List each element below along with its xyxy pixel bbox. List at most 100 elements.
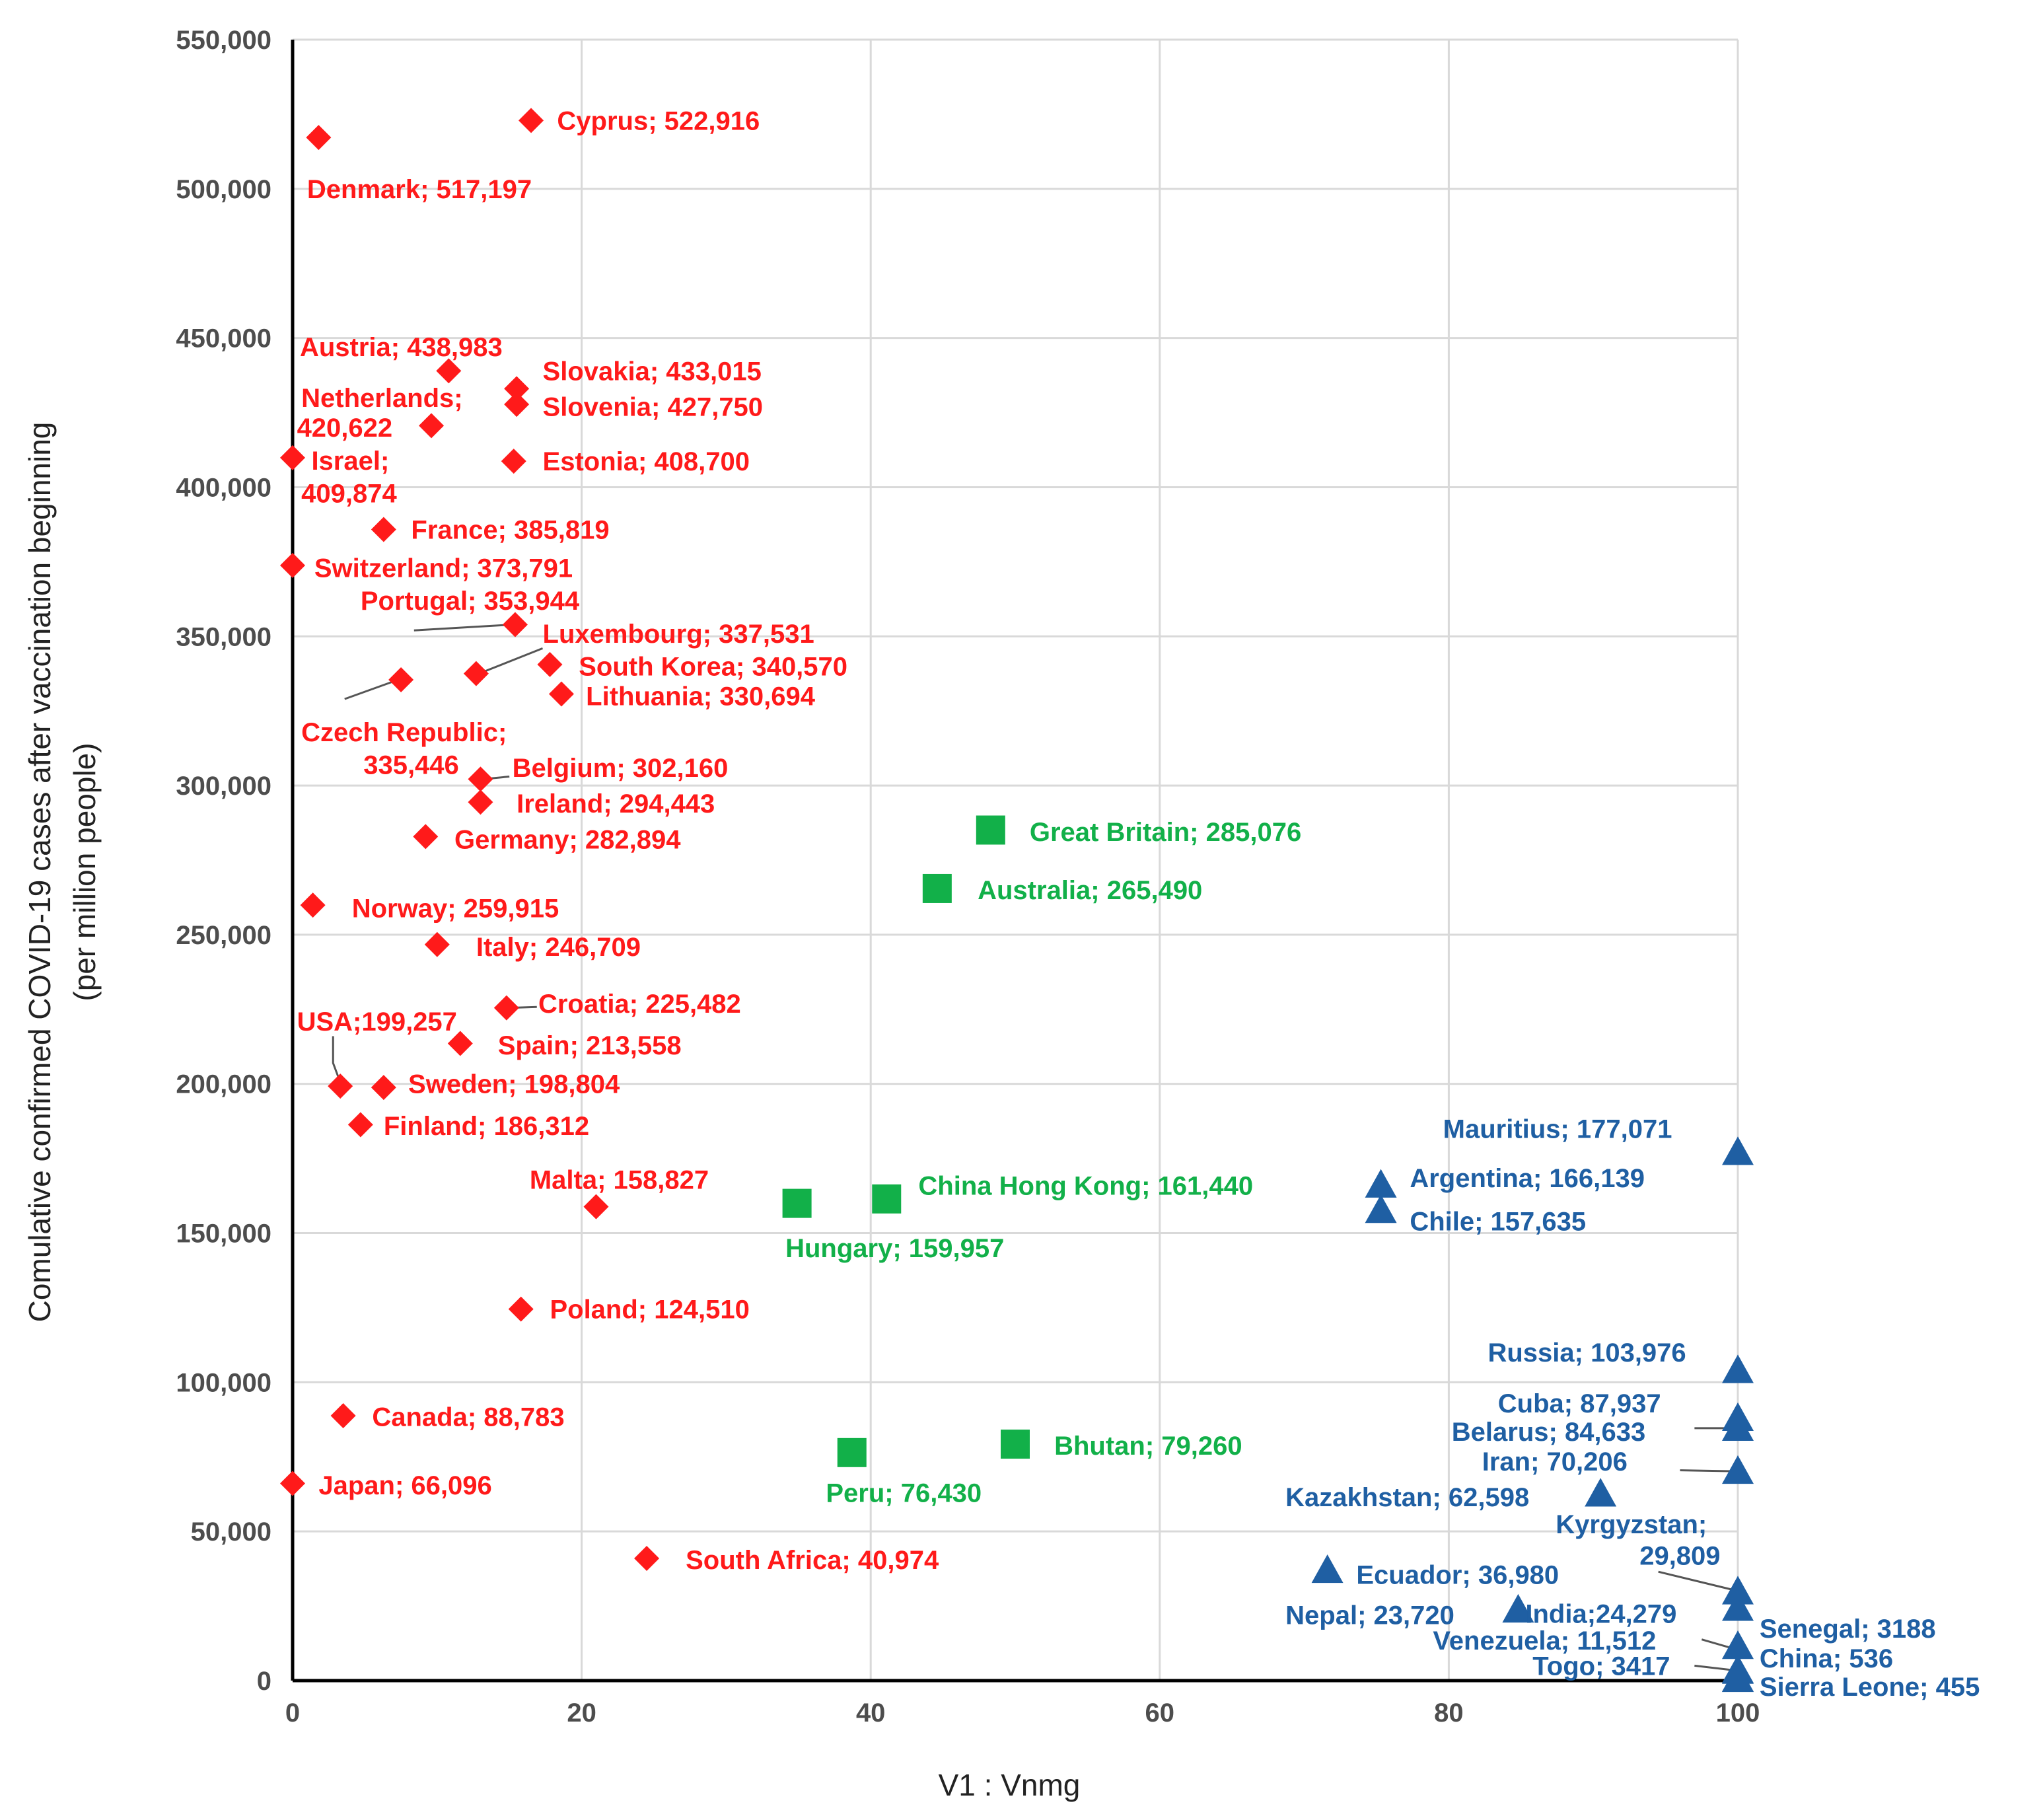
data-label: Senegal; 3188 <box>1760 1615 1936 1644</box>
y-tick-label: 100,000 <box>176 1368 271 1397</box>
y-tick-label: 500,000 <box>176 175 271 204</box>
data-point-diamond <box>388 667 414 693</box>
data-label: Chile; 157,635 <box>1410 1207 1586 1236</box>
y-tick-label: 300,000 <box>176 772 271 801</box>
data-label: 335,446 <box>363 750 459 780</box>
data-point-triangle <box>1365 1194 1397 1223</box>
data-label: Mauritius; 177,071 <box>1443 1114 1672 1144</box>
data-point-diamond <box>347 1112 373 1138</box>
data-point-diamond <box>502 612 528 637</box>
data-label: Croatia; 225,482 <box>538 990 741 1019</box>
y-tick-label: 350,000 <box>176 622 271 651</box>
data-label: Slovenia; 427,750 <box>543 393 764 422</box>
data-label: Poland; 124,510 <box>550 1295 749 1325</box>
y-tick-label: 450,000 <box>176 324 271 353</box>
data-label: Austria; 438,983 <box>300 333 503 362</box>
data-point-triangle <box>1722 1576 1754 1605</box>
marker-layer <box>280 108 1754 1693</box>
data-point-square <box>837 1438 867 1467</box>
data-point-diamond <box>419 413 445 439</box>
leader-line <box>1701 1638 1731 1649</box>
data-point-diamond <box>463 661 489 686</box>
data-label: Netherlands; <box>301 384 463 413</box>
data-point-diamond <box>280 552 305 578</box>
data-point-diamond <box>328 1074 353 1099</box>
data-label: India;24,279 <box>1525 1599 1676 1628</box>
data-label: Nepal; 23,720 <box>1285 1601 1454 1630</box>
data-label: Norway; 259,915 <box>352 894 559 923</box>
y-tick-label: 550,000 <box>176 26 271 55</box>
data-point-triangle <box>1722 1663 1754 1693</box>
data-label: 420,622 <box>297 414 393 443</box>
leader-line <box>413 623 513 632</box>
data-point-diamond <box>634 1545 660 1571</box>
axis-title-layer: V1 : Vnmg Comulative confirmed COVID-19 … <box>22 422 1080 1802</box>
x-axis-title: V1 : Vnmg <box>939 1768 1081 1802</box>
data-point-diamond <box>280 445 305 470</box>
x-tick-label: 100 <box>1716 1698 1760 1728</box>
data-label: Luxembourg; 337,531 <box>543 620 814 649</box>
data-point-diamond <box>519 108 544 133</box>
data-label: Israel; <box>311 447 389 476</box>
data-point-diamond <box>371 1075 396 1101</box>
leader-line <box>1694 1664 1731 1671</box>
data-label: Italy; 246,709 <box>476 933 641 962</box>
data-point-diamond <box>330 1403 356 1429</box>
data-label: Denmark; 517,197 <box>307 175 532 204</box>
data-label: South Korea; 340,570 <box>579 652 847 681</box>
x-tick-label: 80 <box>1434 1698 1464 1728</box>
y-tick-label: 150,000 <box>176 1219 271 1249</box>
data-label: Malta; 158,827 <box>530 1165 709 1194</box>
data-label: Peru; 76,430 <box>826 1478 982 1508</box>
data-label: Iran; 70,206 <box>1482 1447 1628 1476</box>
data-label: Hungary; 159,957 <box>785 1234 1004 1263</box>
data-point-triangle <box>1585 1478 1617 1507</box>
data-label: Cuba; 87,937 <box>1498 1389 1661 1418</box>
y-tick-label: 250,000 <box>176 921 271 950</box>
data-label: 409,874 <box>301 479 397 508</box>
data-label: Japan; 66,096 <box>318 1471 491 1500</box>
data-label: Czech Republic; <box>301 718 507 747</box>
data-point-diamond <box>501 449 526 474</box>
data-label: Estonia; 408,700 <box>543 447 750 476</box>
data-point-diamond <box>504 392 530 418</box>
data-point-triangle <box>1722 1630 1754 1659</box>
leader-line <box>1658 1570 1733 1591</box>
data-label: Bhutan; 79,260 <box>1054 1432 1242 1461</box>
data-point-square <box>922 873 952 903</box>
data-point-triangle <box>1311 1554 1344 1583</box>
x-tick-label: 40 <box>856 1698 886 1728</box>
data-label: Ireland; 294,443 <box>517 789 715 819</box>
data-point-triangle <box>1722 1592 1754 1621</box>
data-label: Belarus; 84,633 <box>1452 1418 1646 1447</box>
data-label: Great Britain; 285,076 <box>1030 818 1301 847</box>
data-point-square <box>1001 1430 1030 1459</box>
data-label: France; 385,819 <box>411 516 609 545</box>
data-label: Venezuela; 11,512 <box>1433 1626 1656 1656</box>
data-label: Germany; 282,894 <box>454 825 681 854</box>
x-tick-label: 20 <box>567 1698 596 1728</box>
tick-label-layer: 0 50,000 100,000 150,000 200,000 250,000 300,0… <box>176 26 1760 1728</box>
y-tick-label: 50,000 <box>191 1517 271 1547</box>
data-label: 29,809 <box>1639 1541 1720 1570</box>
data-label: South Africa; 40,974 <box>686 1546 939 1575</box>
data-point-diamond <box>280 1471 305 1496</box>
data-point-diamond <box>424 931 450 957</box>
data-point-diamond <box>468 766 493 792</box>
data-point-triangle <box>1365 1169 1397 1198</box>
data-label: China; 536 <box>1760 1644 1893 1673</box>
data-label: Spain; 213,558 <box>498 1031 682 1060</box>
data-point-square <box>872 1184 902 1214</box>
data-point-diamond <box>306 125 332 151</box>
x-tick-label: 60 <box>1145 1698 1175 1728</box>
data-label: China Hong Kong; 161,440 <box>918 1171 1253 1200</box>
data-point-diamond <box>447 1031 473 1056</box>
data-point-diamond <box>583 1194 609 1219</box>
data-point-triangle <box>1722 1354 1754 1383</box>
data-point-diamond <box>300 892 326 918</box>
data-label: Argentina; 166,139 <box>1410 1164 1645 1193</box>
data-point-square <box>782 1188 812 1218</box>
data-label-layer: Cyprus; 522,916 Denmark; 517,197 Austria; … <box>297 106 1980 1702</box>
